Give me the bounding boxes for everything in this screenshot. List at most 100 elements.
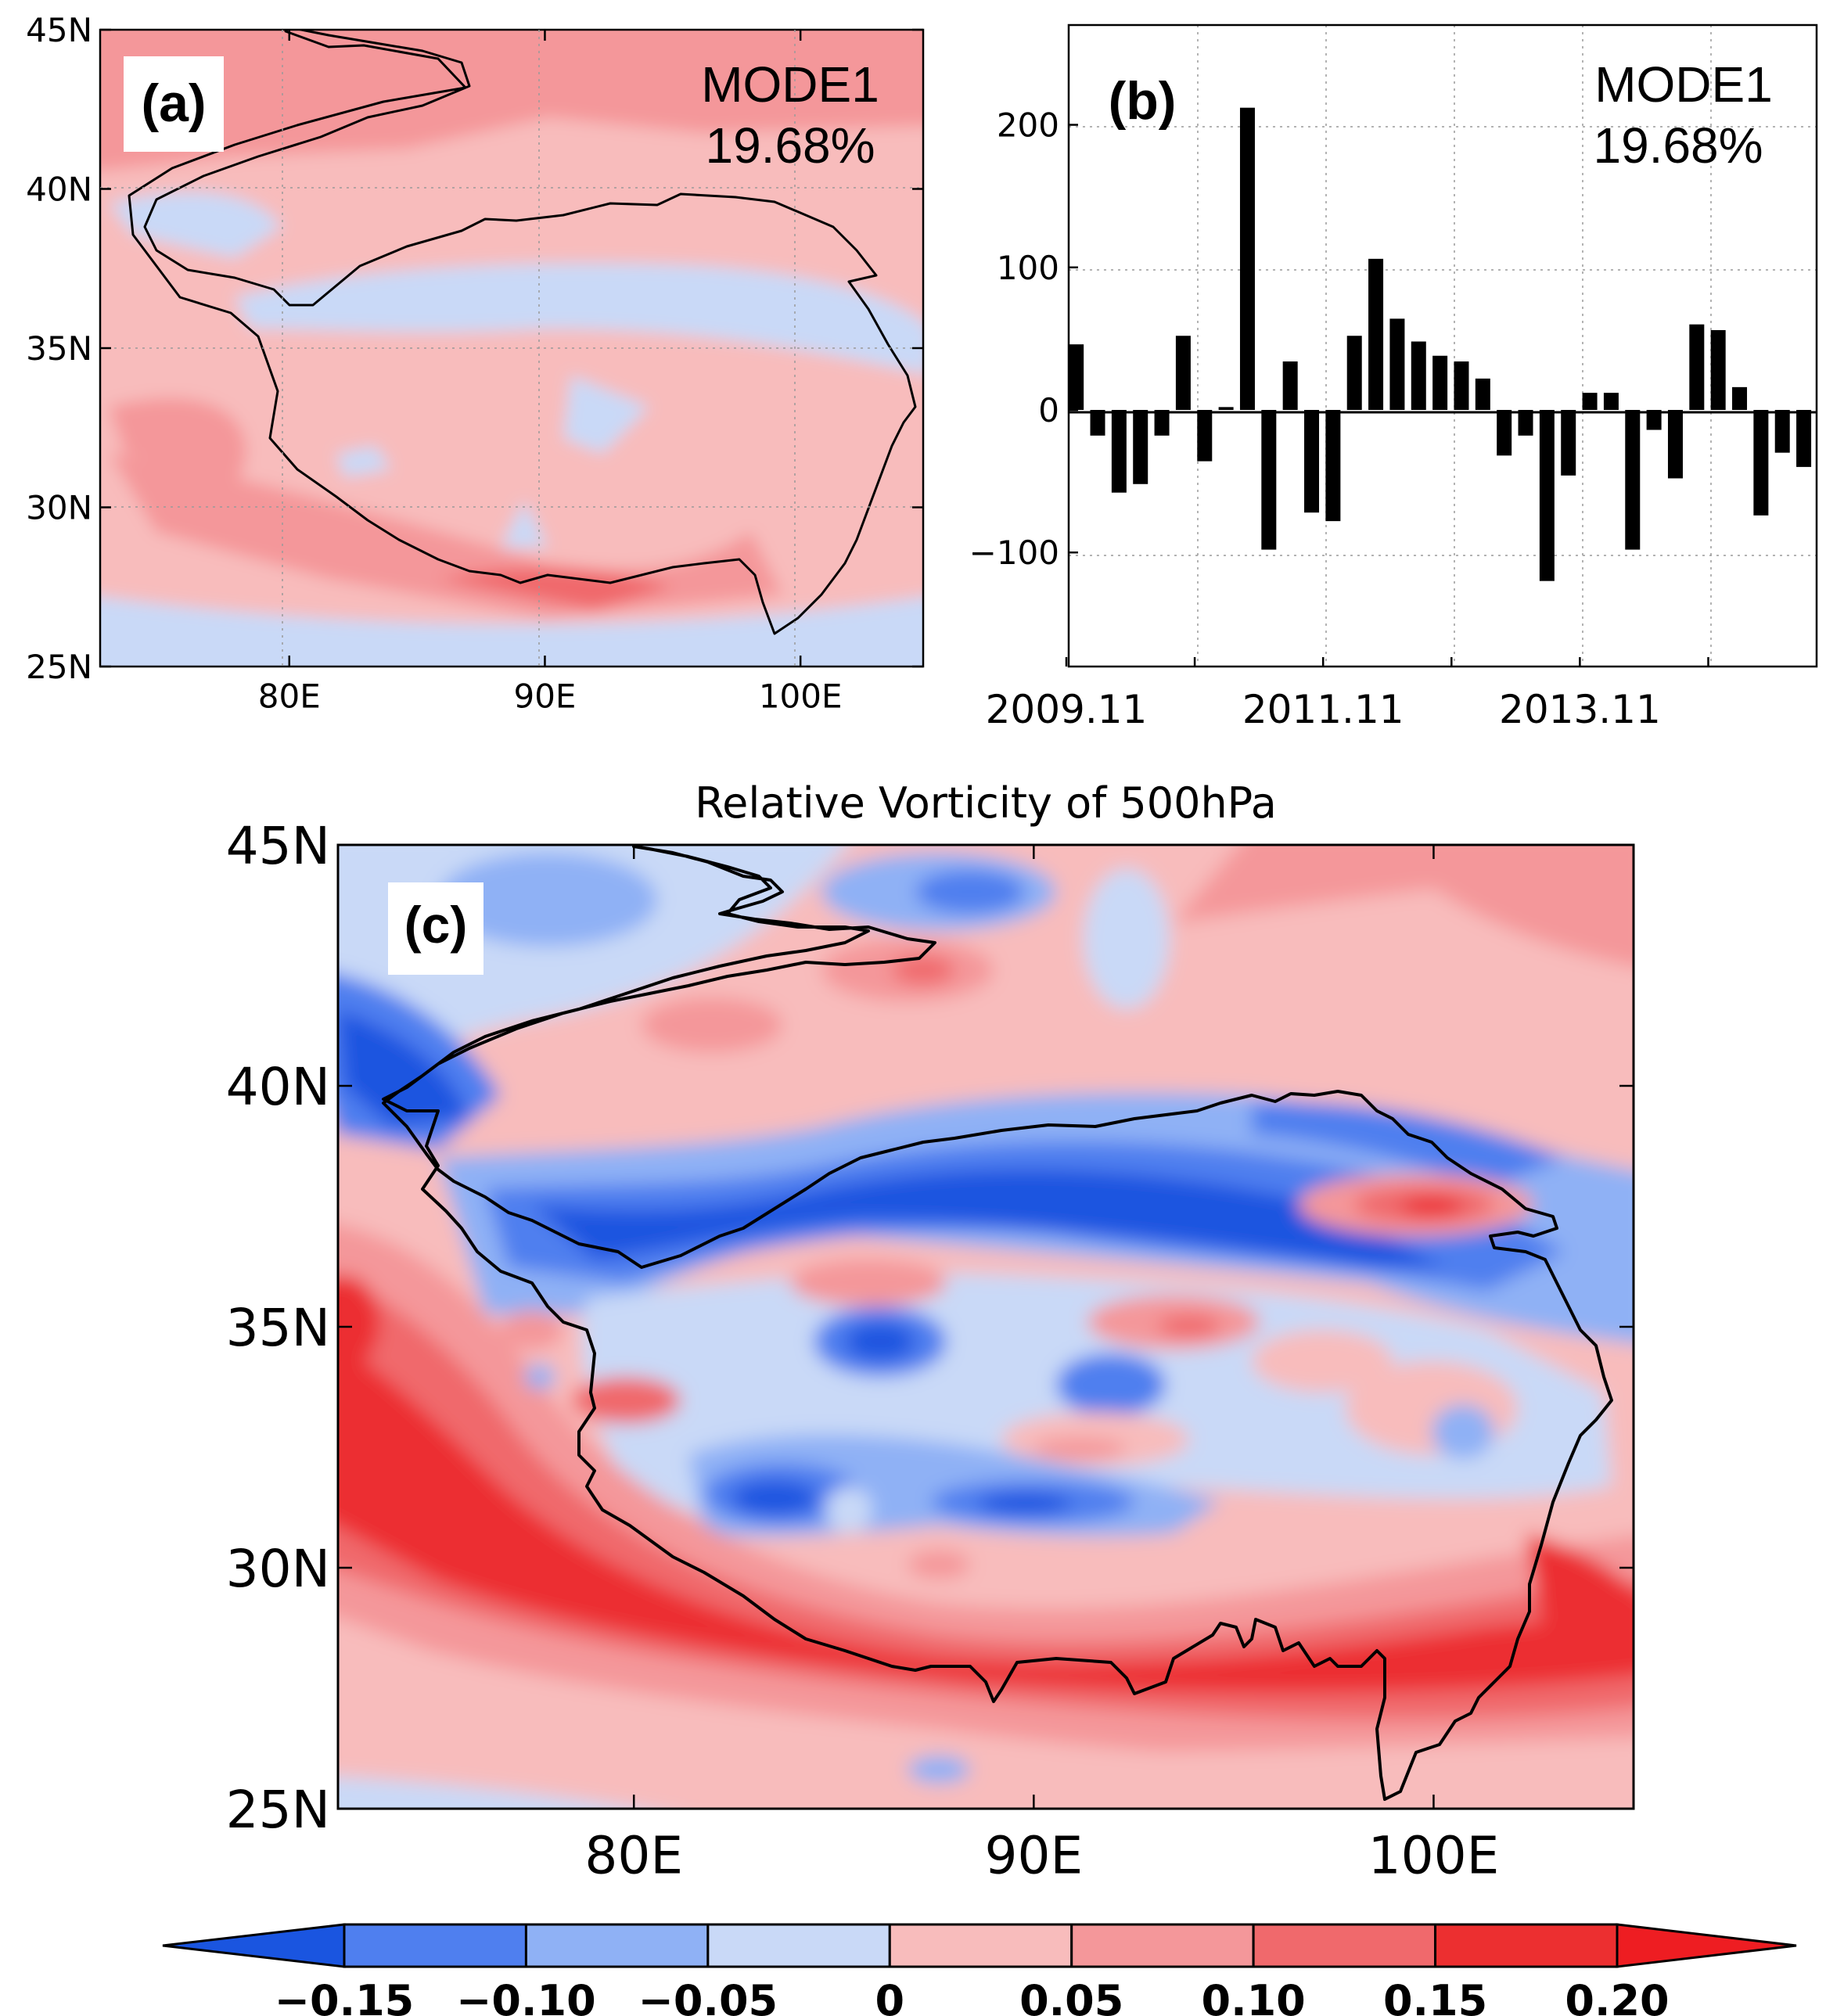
bar: [1346, 336, 1362, 410]
panel-a-variance: 19.68%: [705, 117, 875, 174]
panel-c-y-tick-label: 45N: [226, 816, 330, 876]
panel-a-field: [100, 30, 923, 667]
bar: [1732, 386, 1748, 410]
bar: [1111, 410, 1127, 493]
bar: [1582, 393, 1598, 410]
panel-a-y-tick-label: 40N: [26, 171, 92, 209]
panel-a-y-axis: 25N 30N 35N 40N 45N: [26, 11, 923, 686]
bar: [1432, 355, 1448, 410]
bar: [1090, 410, 1105, 436]
panel-a-label: (a): [141, 74, 206, 133]
panel-c-x-tick-label: 80E: [584, 1826, 683, 1886]
bar: [1325, 410, 1341, 522]
panel-a-y-tick-label: 35N: [26, 329, 92, 368]
panel-c-label: (c): [404, 896, 468, 954]
panel-c-y-axis: 25N 30N 35N 40N 45N: [226, 816, 1634, 1840]
colorbar-box: [888, 1923, 1073, 1968]
colorbar-extend-high: [1616, 1923, 1797, 1968]
colorbar-label: −0.10: [456, 1976, 595, 2016]
colorbar-label: −0.05: [638, 1976, 778, 2016]
panel-b-x-axis: 2009.11 2011.11 2013.11: [986, 657, 1709, 732]
plateau-border-a: [128, 30, 917, 635]
bar: [1154, 410, 1170, 436]
colorbar-box: [1252, 1923, 1437, 1968]
panel-c-y-tick-label: 25N: [226, 1780, 330, 1840]
panel-b-label: (b): [1109, 71, 1177, 131]
panel-c-map: Relative Vorticity of 500hPa: [226, 778, 1635, 1886]
panel-b-bar-chart: −100 0 100 200 2009.11 2011.11 2013.11 (b) MO…: [969, 23, 1818, 732]
bar: [1304, 410, 1320, 513]
bar: [1282, 361, 1298, 410]
colorbar-label: 0: [875, 1976, 904, 2016]
panel-b-y-tick-label: −100: [969, 534, 1059, 572]
bar: [1218, 407, 1234, 410]
colorbar-label: 0.10: [1202, 1976, 1306, 2016]
colorbar-label: 0.15: [1383, 1976, 1487, 2016]
panel-c-field: [338, 845, 1634, 1809]
bar: [1197, 410, 1213, 462]
colorbar-extend-low: [162, 1923, 346, 1968]
bar: [1239, 107, 1255, 410]
bar: [1667, 410, 1683, 479]
bar: [1261, 410, 1277, 550]
panel-b-bars: [1069, 107, 1812, 581]
colorbar-box: [706, 1923, 891, 1968]
bar: [1175, 336, 1191, 410]
bar: [1625, 410, 1641, 550]
plateau-border-c: [382, 845, 1613, 1801]
panel-b-y-tick-label: 100: [997, 249, 1059, 287]
panel-b-mode-label: MODE1: [1594, 56, 1773, 113]
panel-c-x-tick-label: 90E: [984, 1826, 1083, 1886]
bar: [1539, 410, 1555, 581]
bar: [1689, 324, 1705, 410]
bar: [1603, 393, 1619, 410]
panel-c-x-axis: 80E 90E 100E: [584, 845, 1499, 1886]
bar: [1710, 329, 1726, 410]
panel-b-variance: 19.68%: [1593, 117, 1763, 174]
colorbar-box: [524, 1923, 710, 1968]
panel-a-x-axis: 80E 90E 100E: [258, 30, 843, 716]
panel-a-map: 25N 30N 35N 40N 45N 80E 90E 100E (a) MODE1 19.…: [26, 11, 925, 716]
colorbar-box: [1434, 1923, 1619, 1968]
colorbar: −0.15 −0.10 −0.05 0 0.05 0.10 0.15 0.20: [162, 1923, 1797, 2016]
bar: [1133, 410, 1148, 484]
panel-c-y-tick-label: 30N: [226, 1539, 330, 1599]
bar: [1646, 410, 1662, 430]
bar: [1389, 318, 1405, 410]
panel-a-mode-label: MODE1: [701, 56, 879, 113]
bar: [1561, 410, 1576, 476]
panel-a-grid: [100, 30, 923, 667]
bar: [1774, 410, 1790, 453]
panel-c-y-tick-label: 40N: [226, 1057, 330, 1117]
panel-b-y-axis: −100 0 100 200: [969, 106, 1078, 572]
panel-c-x-tick-label: 100E: [1368, 1826, 1500, 1886]
colorbar-box: [343, 1923, 527, 1968]
panel-b-y-tick-label: 0: [1038, 391, 1059, 429]
colorbar-label: 0.20: [1565, 1976, 1669, 2016]
panel-a-y-tick-label: 25N: [26, 648, 92, 686]
bar: [1069, 344, 1084, 410]
bar: [1796, 410, 1812, 467]
panel-b-y-tick-label: 200: [997, 106, 1059, 145]
panel-a-x-tick-label: 90E: [513, 677, 576, 716]
bar: [1454, 361, 1469, 410]
panel-b-x-tick-label: 2013.11: [1499, 687, 1661, 732]
bar: [1497, 410, 1512, 456]
bar: [1753, 410, 1769, 516]
panel-a-x-tick-label: 80E: [258, 677, 321, 716]
bar: [1475, 378, 1490, 410]
panel-a-x-tick-label: 100E: [759, 677, 843, 716]
panel-a-y-tick-label: 45N: [26, 11, 92, 49]
colorbar-label: −0.15: [275, 1976, 414, 2016]
panel-c-title: Relative Vorticity of 500hPa: [695, 778, 1277, 828]
bar: [1368, 258, 1384, 410]
panel-b-grid: [1069, 25, 1817, 667]
panel-a-y-tick-label: 30N: [26, 489, 92, 527]
bar: [1518, 410, 1533, 436]
panel-c-y-tick-label: 35N: [226, 1298, 330, 1358]
colorbar-label: 0.05: [1019, 1976, 1123, 2016]
bar: [1411, 341, 1426, 410]
panel-b-x-tick-label: 2011.11: [1242, 687, 1404, 732]
panel-b-x-tick-label: 2009.11: [986, 687, 1148, 732]
